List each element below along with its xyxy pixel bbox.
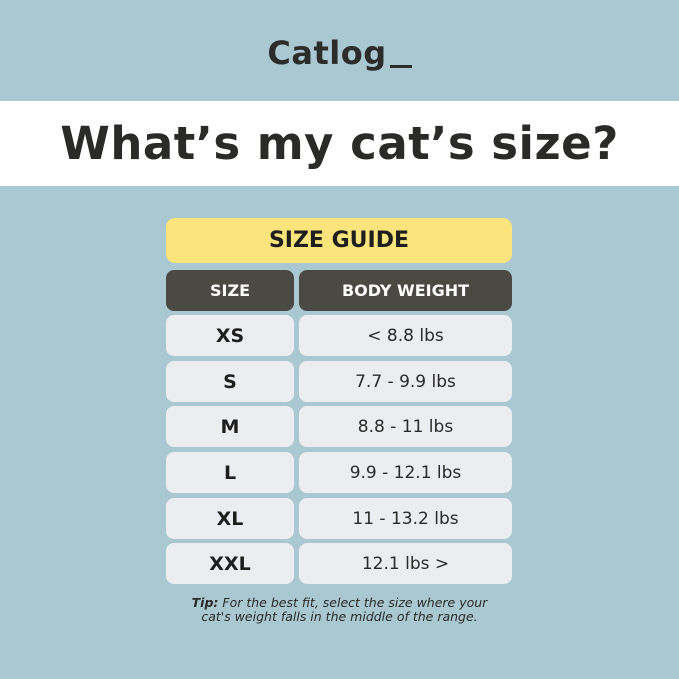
weight-cell: 9.9 - 12.1 lbs: [299, 452, 512, 493]
size-cell: S: [166, 361, 294, 402]
table-row: S 7.7 - 9.9 lbs: [166, 361, 512, 402]
weight-cell: < 8.8 lbs: [299, 315, 512, 356]
tip-line-2: cat's weight falls in the middle of the …: [201, 609, 478, 624]
weight-cell: 11 - 13.2 lbs: [299, 498, 512, 539]
title-band: What’s my cat’s size?: [0, 101, 679, 186]
size-cell: M: [166, 406, 294, 447]
table-header: SIZE BODY WEIGHT: [166, 270, 512, 311]
tip-line-1: For the best fit, select the size where …: [218, 595, 488, 610]
weight-cell: 8.8 - 11 lbs: [299, 406, 512, 447]
table-row: L 9.9 - 12.1 lbs: [166, 452, 512, 493]
size-cell: L: [166, 452, 294, 493]
table-row: XS < 8.8 lbs: [166, 315, 512, 356]
size-cell: XL: [166, 498, 294, 539]
table-row: M 8.8 - 11 lbs: [166, 406, 512, 447]
column-header-size: SIZE: [166, 270, 294, 311]
column-header-weight: BODY WEIGHT: [299, 270, 512, 311]
size-cell: XXL: [166, 543, 294, 584]
tip-label: Tip:: [191, 595, 219, 610]
fit-tip: Tip: For the best fit, select the size w…: [0, 596, 679, 624]
weight-cell: 7.7 - 9.9 lbs: [299, 361, 512, 402]
page-title: What’s my cat’s size?: [60, 117, 619, 170]
logo-underscore: [389, 65, 412, 68]
size-cell: XS: [166, 315, 294, 356]
table-row: XL 11 - 13.2 lbs: [166, 498, 512, 539]
table-row: XXL 12.1 lbs >: [166, 543, 512, 584]
catlog-logo: Catlog: [0, 34, 679, 72]
size-guide-heading: SIZE GUIDE: [166, 218, 512, 263]
logo-text: Catlog: [267, 34, 387, 72]
weight-cell: 12.1 lbs >: [299, 543, 512, 584]
